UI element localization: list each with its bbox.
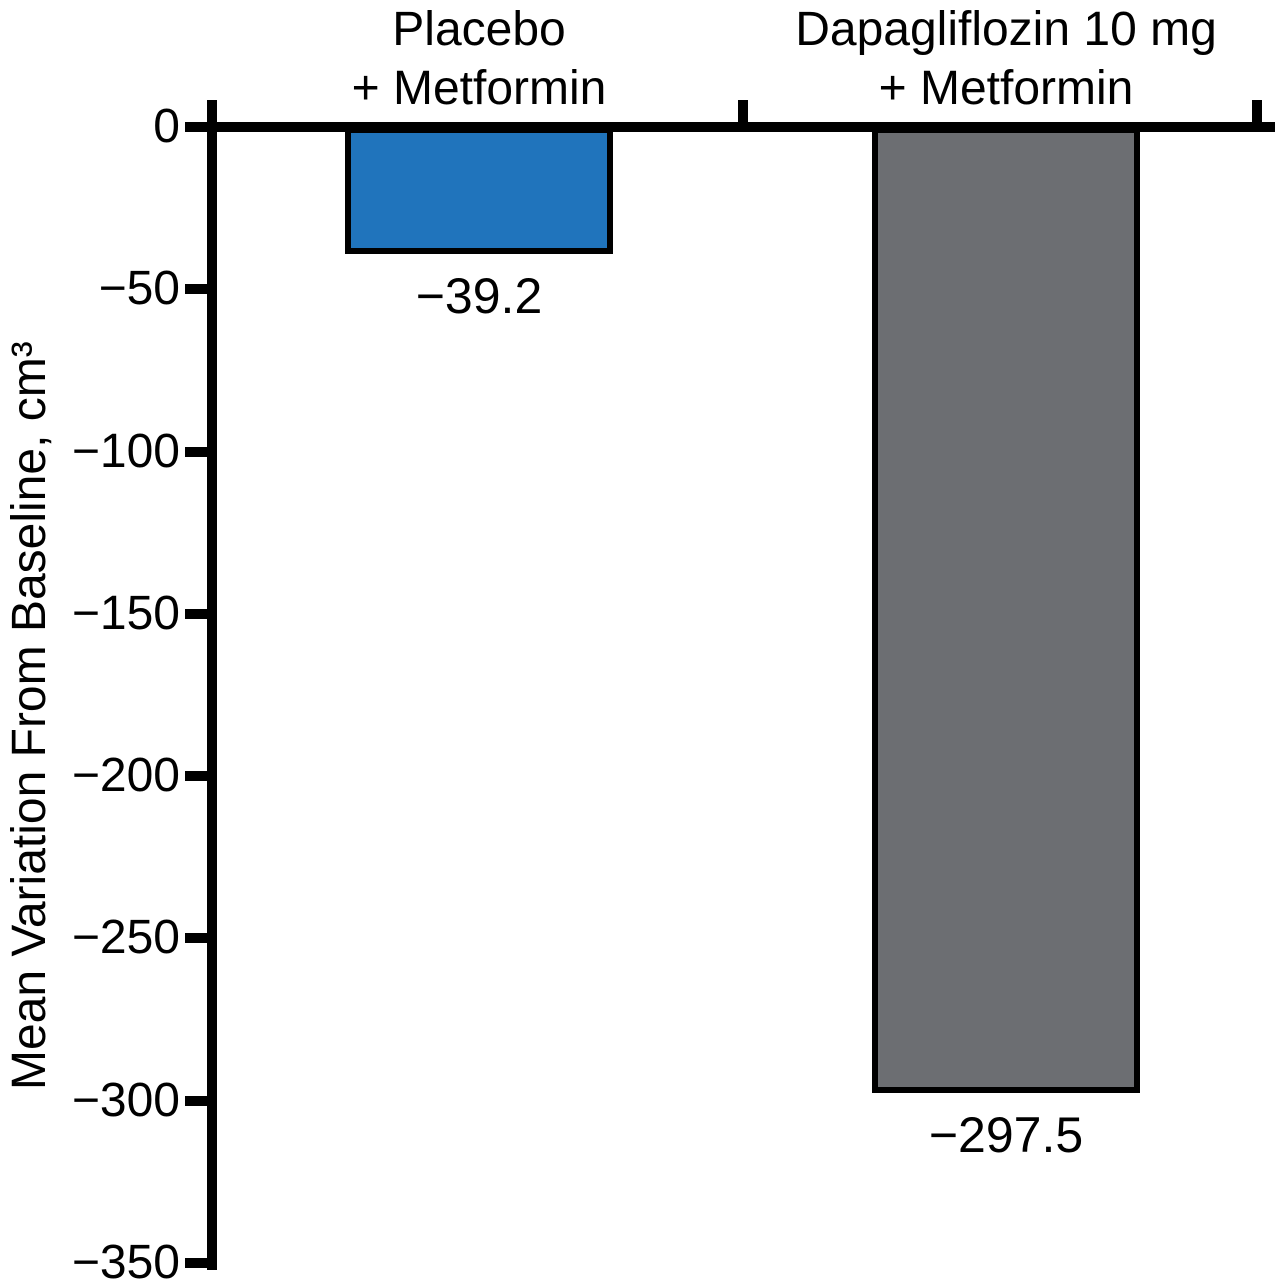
y-tick-label-300: −300 [71,1073,180,1127]
x-axis-boundary-tick-1 [738,100,748,122]
value-label-dapagliflozin-10-mg-metformin: −297.5 [928,1107,1084,1163]
category-header-dapagliflozin-10-mg-metformin: Dapagliflozin 10 mg + Metformin [795,3,1217,115]
y-tick-350 [185,1258,207,1268]
y-tick-label-250: −250 [71,911,180,965]
y-tick-label-150: −150 [71,586,180,640]
y-tick-label-200: −200 [71,749,180,803]
y-tick-200 [185,771,207,782]
bar-dapagliflozin-10-mg-metformin [872,127,1140,1093]
y-tick-0 [185,122,207,132]
y-tick-label-0: 0 [153,100,180,153]
y-tick-150 [185,608,207,619]
y-tick-50 [185,284,207,295]
y-axis-line [207,100,217,1270]
x-axis-zero-line [207,122,1275,132]
bar-placebo-metformin [345,127,613,254]
x-axis-boundary-tick-2 [1252,100,1262,122]
y-tick-100 [185,446,207,457]
y-tick-label-50: −50 [98,262,180,316]
y-tick-300 [185,1095,207,1106]
y-tick-label-100: −100 [71,424,180,478]
value-label-placebo-metformin: −39.2 [415,268,543,324]
y-tick-250 [185,933,207,944]
category-header-placebo-metformin: Placebo + Metformin [351,3,607,115]
y-tick-label-350: −350 [71,1236,180,1280]
